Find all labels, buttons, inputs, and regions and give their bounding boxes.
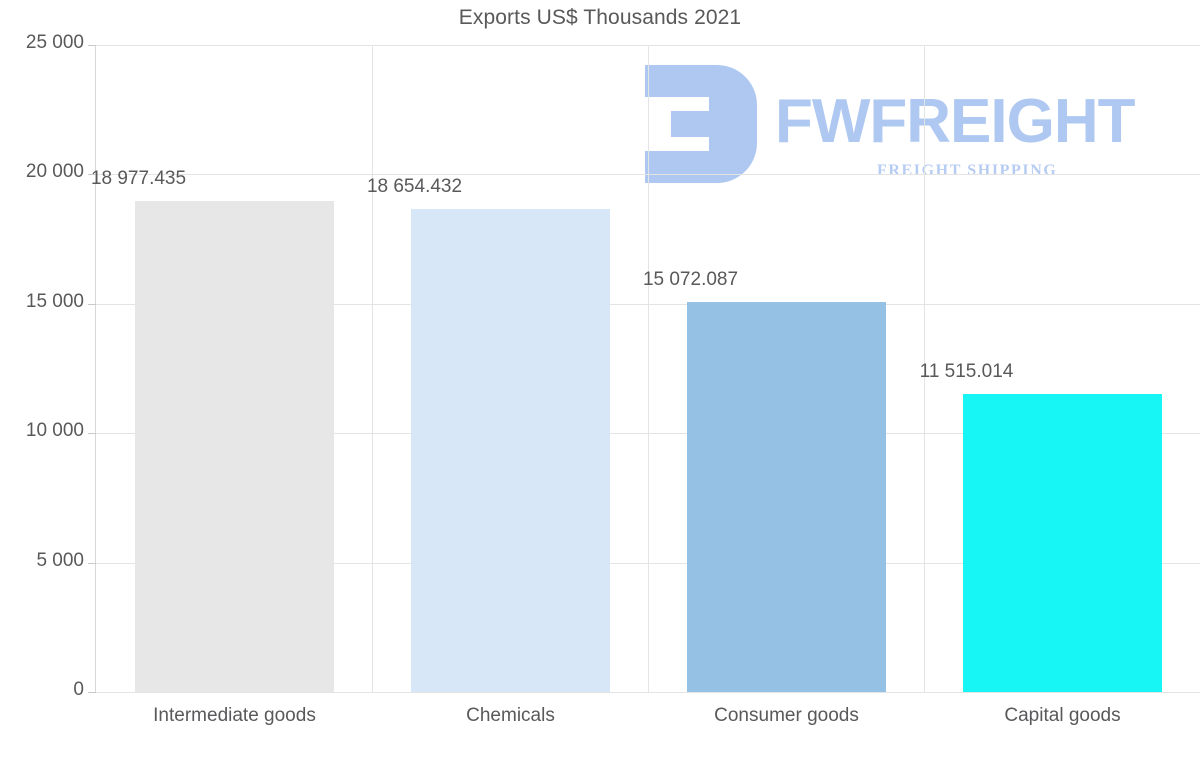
bar[interactable] (687, 301, 886, 692)
y-axis-tick-label: 25 000 (25, 32, 84, 53)
x-axis-category-label: Consumer goods (714, 705, 859, 726)
bar[interactable] (411, 209, 610, 692)
bar-value-label: 11 515.014 (919, 360, 1014, 382)
y-axis-tick-mark (88, 174, 96, 176)
y-axis-tick-label: 10 000 (25, 420, 84, 442)
plot-area (96, 45, 1200, 693)
y-axis-tick-label: 20 000 (25, 161, 84, 183)
category-separator (372, 45, 373, 692)
gridline (96, 692, 1200, 693)
y-axis: 0 5 000 10 000 15 000 20 000 25 000 (0, 0, 84, 763)
y-axis-tick-mark (88, 433, 96, 435)
y-axis-tick-mark (88, 303, 96, 305)
x-axis-category-label: Capital goods (1004, 705, 1121, 726)
y-axis-tick-label: 5 000 (36, 549, 84, 571)
y-axis-line (95, 45, 96, 693)
bar-value-label: 18 977.435 (90, 167, 187, 189)
category-separator (648, 45, 649, 692)
y-axis-tick-label: 15 000 (25, 290, 84, 312)
y-axis-tick-mark (88, 562, 96, 564)
bar-value-label: 15 072.087 (642, 268, 739, 290)
bar[interactable] (963, 394, 1162, 692)
category-separator (924, 45, 925, 692)
y-axis-tick-mark (88, 45, 96, 46)
x-axis-category-label: Intermediate goods (153, 705, 316, 726)
y-axis-tick-mark (88, 692, 96, 693)
bar-value-label: 18 654.432 (366, 176, 463, 198)
chart-title: Exports US$ Thousands 2021 (458, 6, 742, 29)
x-axis-category-label: Chemicals (466, 705, 555, 726)
bar[interactable] (135, 200, 334, 692)
y-axis-tick-label: 0 (73, 679, 84, 700)
